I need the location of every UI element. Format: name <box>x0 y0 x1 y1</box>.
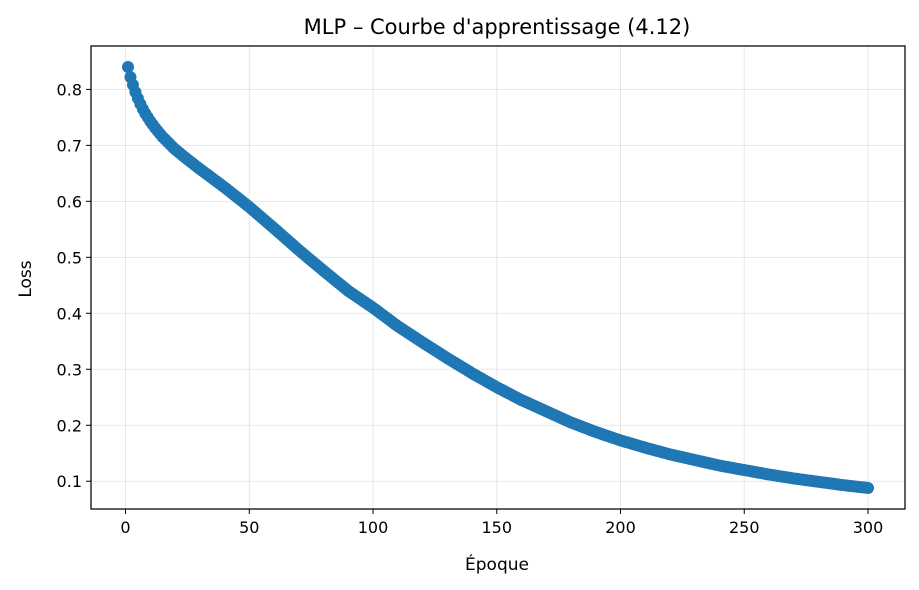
y-tick-label: 0.8 <box>57 80 82 99</box>
grid-layer <box>91 46 905 509</box>
data-points <box>122 60 874 494</box>
y-axis-label: Loss <box>16 260 36 297</box>
x-tick-label: 250 <box>729 518 760 537</box>
x-tick-label: 200 <box>605 518 636 537</box>
chart-title: MLP – Courbe d'apprentissage (4.12) <box>304 15 691 39</box>
x-tick-label: 0 <box>120 518 130 537</box>
x-tick-label: 50 <box>239 518 259 537</box>
data-point <box>862 481 874 494</box>
data-point <box>122 60 134 73</box>
y-tick-label: 0.4 <box>57 304 82 323</box>
ticks-layer: 0 50 100 150 200 250 300 0.1 0.2 0.3 0.4 0.5 0.6 0.7 0… <box>57 80 884 537</box>
x-axis-label: Époque <box>465 553 529 575</box>
y-tick-label: 0.5 <box>57 248 82 267</box>
y-tick-label: 0.1 <box>57 472 82 491</box>
x-tick-label: 300 <box>853 518 884 537</box>
x-tick-label: 100 <box>358 518 389 537</box>
y-tick-label: 0.6 <box>57 192 82 211</box>
plot-frame <box>90 45 906 510</box>
x-tick-label: 150 <box>481 518 512 537</box>
y-tick-label: 0.7 <box>57 136 82 155</box>
y-tick-label: 0.2 <box>57 416 82 435</box>
y-tick-label: 0.3 <box>57 360 82 379</box>
